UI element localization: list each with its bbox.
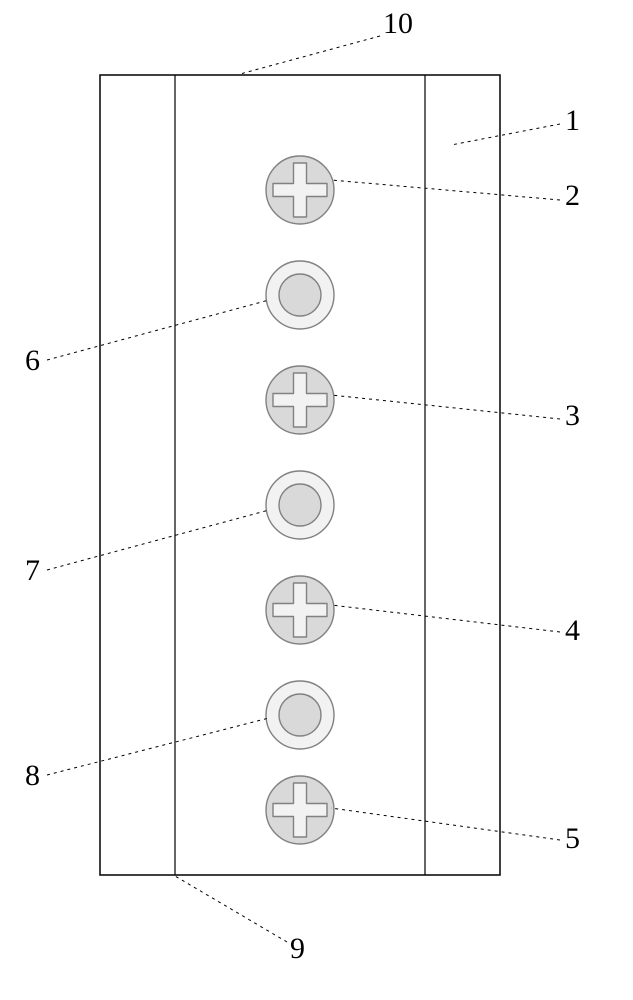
ref-label-2: 2	[565, 179, 580, 212]
ref-label-1: 1	[565, 104, 580, 137]
cross-screw-icon-5	[266, 776, 334, 844]
ref-label-6: 6	[25, 344, 40, 377]
ring-screw-icon-8	[266, 681, 334, 749]
leader-line-9	[175, 876, 287, 942]
ref-label-10: 10	[383, 7, 413, 40]
cross-screw-icon-4	[266, 576, 334, 644]
leader-line-10	[240, 36, 380, 74]
ref-label-4: 4	[565, 614, 580, 647]
ref-label-7: 7	[25, 554, 40, 587]
ring-screw-icon-7	[266, 471, 334, 539]
ref-label-8: 8	[25, 759, 40, 792]
ref-label-5: 5	[565, 822, 580, 855]
ring-screw-icon-6	[266, 261, 334, 329]
cross-screw-icon-2	[266, 156, 334, 224]
ref-label-3: 3	[565, 399, 580, 432]
cross-screw-icon-3	[266, 366, 334, 434]
ref-label-9: 9	[290, 932, 305, 965]
